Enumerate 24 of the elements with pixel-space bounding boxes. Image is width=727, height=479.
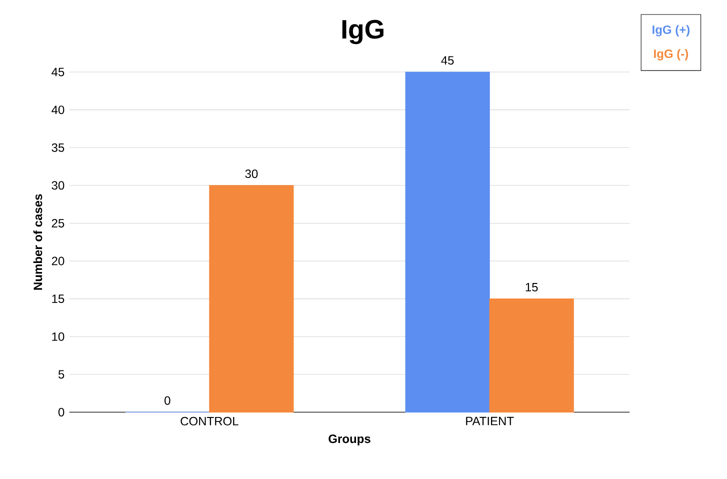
y-tick-label: 25 bbox=[52, 219, 64, 228]
bar bbox=[489, 298, 574, 413]
data-label: 0 bbox=[164, 396, 170, 405]
data-label: 15 bbox=[526, 283, 538, 292]
bar bbox=[405, 72, 490, 413]
data-label: 45 bbox=[441, 56, 454, 65]
data-label: 30 bbox=[245, 170, 258, 178]
y-axis-title: Number of cases bbox=[33, 194, 42, 290]
y-tick-label: 30 bbox=[52, 181, 64, 190]
y-tick-label: 10 bbox=[52, 332, 64, 341]
chart-title: IgG bbox=[342, 20, 384, 44]
y-tick-label: 15 bbox=[52, 294, 64, 304]
y-tick-label: 20 bbox=[52, 256, 64, 266]
x-axis-title: Groups bbox=[328, 434, 370, 446]
x-tick-label: CONTROL bbox=[180, 416, 238, 426]
text: IgG (-) bbox=[654, 49, 688, 60]
bar bbox=[209, 185, 294, 413]
x-tick-label: PATIENT bbox=[466, 416, 514, 426]
y-tick-label: 0 bbox=[58, 408, 64, 416]
y-tick-label: 5 bbox=[58, 370, 64, 379]
y-tick-label: 35 bbox=[52, 143, 64, 152]
y-tick-label: 40 bbox=[52, 106, 64, 114]
y-tick-label: 45 bbox=[52, 68, 64, 76]
text: IgG (+) bbox=[652, 25, 690, 36]
